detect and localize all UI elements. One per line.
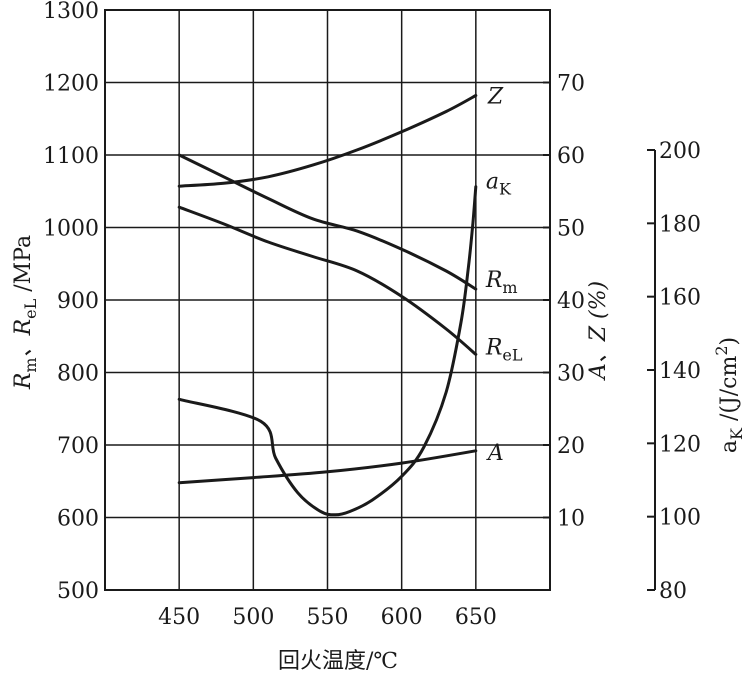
right-axis-title-sub: K xyxy=(727,427,746,440)
mid-tick-label-30: 30 xyxy=(557,362,585,387)
series-label-aK: aK xyxy=(486,170,512,199)
x-tick-label-550: 550 xyxy=(307,605,349,630)
series-label-name-aK: a xyxy=(486,170,499,195)
right-axis-title: aK /(J/cm2) xyxy=(712,337,746,453)
series-lines xyxy=(177,94,478,517)
left-tick-label-500: 500 xyxy=(57,579,99,604)
right-axis-title-sup: 2 xyxy=(712,345,731,355)
mid-tick-label-60: 60 xyxy=(557,144,585,169)
gridlines xyxy=(105,9,550,591)
x-tick-label-600: 600 xyxy=(381,605,423,630)
series-label-ReL: ReL xyxy=(485,335,523,364)
left-tick-label-1100: 1100 xyxy=(43,144,99,169)
left-tick-label-900: 900 xyxy=(57,289,99,314)
mid-tick-label-20: 20 xyxy=(557,434,585,459)
right-tick-label-120: 120 xyxy=(659,432,701,457)
x-axis-title: 回火温度/℃ xyxy=(278,649,398,674)
right-axis-title-close: ) xyxy=(717,337,742,346)
x-tick-label-500: 500 xyxy=(232,605,274,630)
left-tick-label-600: 600 xyxy=(57,507,99,532)
right-tick-label-100: 100 xyxy=(659,506,701,531)
series-line-aK xyxy=(177,185,478,517)
mid-tick-label-50: 50 xyxy=(557,217,585,242)
left-axis-title-r1: R xyxy=(11,373,36,391)
series-line-Rm xyxy=(177,153,478,291)
left-tick-label-800: 800 xyxy=(57,362,99,387)
axes xyxy=(104,9,656,591)
tick-labels: 500 600 700 800 900 1000 1100 1200 1300 10 20 30 40 5… xyxy=(43,0,701,630)
series-line-A xyxy=(177,449,478,485)
series-label-name-Rm: R xyxy=(485,268,503,293)
left-tick-label-1200: 1200 xyxy=(43,72,99,97)
series-label-sub-aK: K xyxy=(499,180,512,199)
series-line-ReL xyxy=(177,205,478,356)
left-tick-label-1300: 1300 xyxy=(43,0,99,24)
mid-tick-label-40: 40 xyxy=(557,289,585,314)
left-tick-label-1000: 1000 xyxy=(43,217,99,242)
right-tick-label-80: 80 xyxy=(659,579,687,604)
right-tick-label-160: 160 xyxy=(659,286,701,311)
right-tick-label-200: 200 xyxy=(659,139,701,164)
series-label-Z: Z xyxy=(487,85,504,110)
x-tick-label-650: 650 xyxy=(455,605,497,630)
left-axis-title-sub2: eL xyxy=(21,298,40,318)
right-tick-label-140: 140 xyxy=(659,359,701,384)
series-label-name-ReL: R xyxy=(485,335,503,360)
x-tick-label-450: 450 xyxy=(158,605,200,630)
series-label-name-Z: Z xyxy=(487,85,504,110)
series-label-name-A: A xyxy=(486,441,504,466)
series-label-Rm: Rm xyxy=(485,268,518,297)
right-axis-title-unit: /(J/cm xyxy=(717,356,742,429)
mid-tick-label-70: 70 xyxy=(557,72,585,97)
left-axis-title-r2: 、R xyxy=(11,319,36,358)
series-label-sub-ReL: eL xyxy=(502,345,522,364)
series-label-A: A xyxy=(486,441,504,466)
right-tick-label-180: 180 xyxy=(659,212,701,237)
mid-axis-title: A、Z (%) xyxy=(586,281,611,381)
series-line-Z xyxy=(177,94,478,188)
right-axis-title-a: a xyxy=(717,440,742,453)
left-axis-title-unit: /MPa xyxy=(11,235,36,299)
series-label-sub-Rm: m xyxy=(502,278,517,297)
mid-tick-label-10: 10 xyxy=(557,507,585,532)
left-axis-title: Rm、ReL /MPa xyxy=(11,235,40,390)
left-tick-label-700: 700 xyxy=(57,434,99,459)
left-axis-title-sub1: m xyxy=(21,357,40,372)
